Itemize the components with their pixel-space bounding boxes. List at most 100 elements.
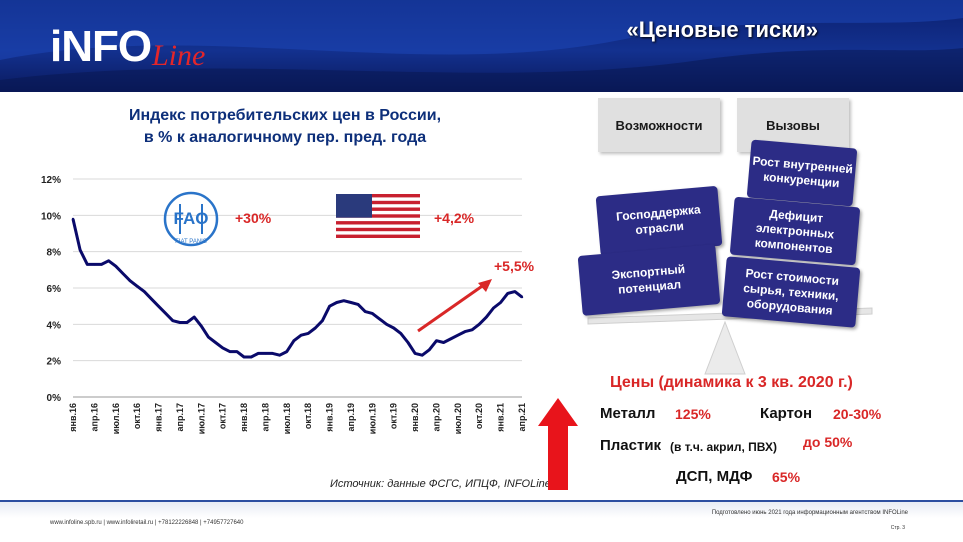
data-point bbox=[506, 292, 509, 295]
carton-label: Картон bbox=[760, 405, 813, 422]
plastic-value: до 50% bbox=[803, 434, 853, 450]
x-tick-label: июл.18 bbox=[282, 403, 292, 434]
data-point bbox=[264, 352, 267, 355]
fao-emblem-text: FIAT PANIS bbox=[175, 239, 207, 245]
x-tick-label: апр.16 bbox=[89, 403, 99, 431]
footer-prepared-note: Подготовлено июнь 2021 года информационн… bbox=[711, 510, 908, 516]
data-point bbox=[200, 324, 203, 328]
x-tick-label: апр.20 bbox=[431, 403, 441, 431]
x-tick-label: окт.19 bbox=[389, 403, 399, 429]
chart-grid bbox=[73, 178, 522, 398]
chart-title-line1: Индекс потребительских цен в России, bbox=[128, 107, 442, 124]
slide-title: «Ценовые тиски» bbox=[626, 17, 818, 42]
y-axis-ticks: 0% 2% 4% 6% 8% 10% 12% bbox=[41, 175, 61, 404]
data-point bbox=[378, 317, 381, 321]
data-point bbox=[178, 321, 182, 324]
y-tick-label: 8% bbox=[47, 248, 62, 259]
data-point bbox=[71, 217, 75, 221]
data-point bbox=[107, 259, 110, 262]
data-point bbox=[478, 323, 481, 326]
usa-flag-icon bbox=[336, 194, 420, 238]
y-tick-label: 4% bbox=[47, 320, 62, 331]
data-point bbox=[185, 321, 189, 324]
data-point bbox=[513, 290, 517, 293]
data-point bbox=[485, 315, 488, 319]
trend-arrow-head bbox=[478, 279, 492, 292]
x-tick-label: апр.18 bbox=[260, 403, 270, 431]
data-point bbox=[364, 310, 367, 313]
data-point bbox=[235, 350, 239, 353]
data-point bbox=[86, 263, 89, 266]
data-point bbox=[399, 332, 403, 335]
data-point bbox=[292, 339, 296, 342]
x-tick-label: окт.17 bbox=[218, 403, 228, 429]
x-tick-label: окт.16 bbox=[132, 403, 142, 429]
x-tick-label: июл.20 bbox=[453, 403, 463, 434]
chart-title-line2: в % к аналогичному пер. пред. года bbox=[143, 129, 427, 146]
data-point bbox=[449, 337, 452, 341]
data-point bbox=[492, 306, 495, 310]
data-point bbox=[278, 354, 281, 357]
x-tick-label: апр.21 bbox=[517, 403, 527, 431]
data-point bbox=[228, 350, 231, 353]
box-electronics-deficit: Дефицит электронных компонентов bbox=[729, 196, 861, 266]
data-point bbox=[499, 301, 502, 304]
data-point bbox=[442, 341, 445, 344]
data-point bbox=[342, 299, 346, 302]
footer-bar bbox=[0, 500, 963, 542]
box-raw-material-costs: Рост стоимости сырья, техники, оборудова… bbox=[721, 256, 861, 328]
y-tick-label: 10% bbox=[41, 211, 61, 222]
data-point bbox=[428, 348, 431, 351]
header-wave-decoration bbox=[0, 0, 963, 92]
y-tick-label: 0% bbox=[47, 393, 62, 404]
data-point bbox=[135, 284, 139, 288]
data-point bbox=[150, 297, 153, 301]
data-point bbox=[371, 312, 374, 315]
data-point bbox=[249, 355, 253, 359]
x-tick-label: янв.18 bbox=[239, 403, 249, 432]
footer-contacts: www.infoline.spb.ru | www.infoliretail.r… bbox=[50, 520, 244, 526]
fao-change-label: +30% bbox=[235, 210, 272, 226]
data-point bbox=[321, 319, 324, 322]
fao-emblem: FAO FIAT PANIS bbox=[163, 191, 219, 247]
data-point bbox=[171, 319, 174, 322]
x-tick-label: июл.16 bbox=[111, 403, 121, 434]
x-tick-label: янв.21 bbox=[496, 403, 506, 432]
data-point bbox=[192, 315, 196, 319]
usa-change-label: +4,2% bbox=[434, 210, 475, 226]
data-point bbox=[335, 301, 338, 304]
data-point bbox=[463, 330, 467, 333]
y-tick-label: 6% bbox=[47, 284, 62, 295]
data-point bbox=[392, 326, 395, 330]
box-domestic-competition: Рост внутренней конкуренции bbox=[746, 139, 858, 207]
data-point bbox=[257, 352, 260, 355]
data-point bbox=[93, 263, 96, 266]
x-tick-label: янв.20 bbox=[410, 403, 420, 432]
data-point bbox=[271, 352, 274, 355]
data-point bbox=[207, 335, 210, 339]
data-point bbox=[242, 355, 246, 359]
price-increase-arrow-icon bbox=[538, 398, 578, 490]
x-tick-label: янв.17 bbox=[154, 403, 164, 432]
x-tick-label: янв.16 bbox=[68, 403, 78, 432]
data-point bbox=[413, 352, 417, 355]
data-point bbox=[128, 279, 132, 282]
data-point bbox=[356, 303, 360, 306]
dsp-value: 65% bbox=[772, 469, 801, 485]
opportunities-header: Возможности bbox=[598, 98, 720, 152]
data-point bbox=[285, 350, 289, 353]
x-tick-label: апр.19 bbox=[346, 403, 356, 431]
x-tick-label: окт.20 bbox=[474, 403, 484, 429]
data-point bbox=[314, 326, 317, 330]
data-point bbox=[520, 295, 524, 299]
prices-title: Цены (динамика к 3 кв. 2020 г.) bbox=[610, 374, 853, 391]
x-tick-label: июл.19 bbox=[367, 403, 377, 434]
trend-change-label: +5,5% bbox=[494, 258, 535, 274]
x-tick-label: июл.17 bbox=[196, 403, 206, 434]
data-point bbox=[435, 339, 438, 342]
data-point bbox=[385, 323, 388, 326]
cpi-series-line bbox=[71, 218, 523, 359]
metal-value: 125% bbox=[675, 406, 711, 422]
fao-letters: FAO bbox=[174, 209, 209, 228]
